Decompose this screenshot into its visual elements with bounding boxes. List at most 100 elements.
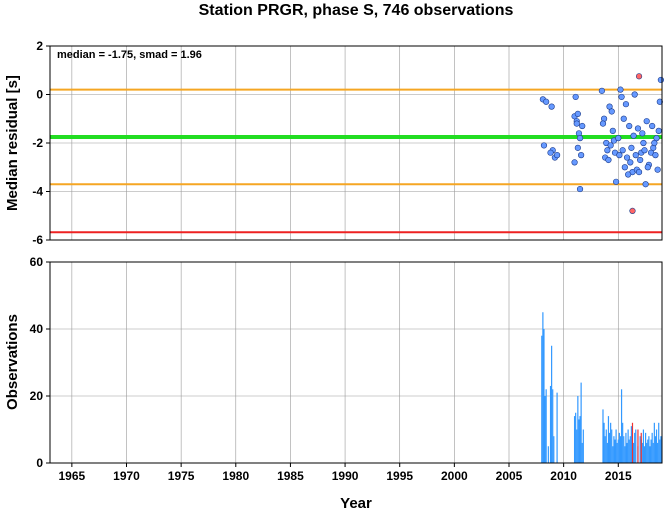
observation-bar [615,429,617,463]
observation-bar [627,429,629,463]
residual-y-tick-label: -2 [32,136,43,150]
residual-point [609,127,616,134]
observation-bar [577,396,579,463]
observation-bar [580,382,582,463]
observation-bar [655,429,658,463]
residual-point [653,135,660,142]
observation-bar [543,329,545,463]
observation-bar [624,446,626,463]
observation-bar [553,436,555,463]
x-tick-label: 2005 [496,469,523,483]
observation-bar [549,385,552,463]
residual-point [543,98,550,105]
observation-bar [620,389,623,463]
observation-bar [606,442,608,463]
residual-point [579,122,586,130]
observation-bar [547,446,549,463]
observation-bar [658,422,660,463]
observations-y-ticks: 60 40 20 0 [30,255,50,470]
observation-bar [634,432,636,463]
residual-point [618,93,625,101]
residual-point [615,135,622,142]
x-tick-label: 1985 [277,469,304,483]
residual-point [643,118,650,125]
observation-bar [645,432,647,463]
observation-bar [613,436,615,463]
observation-bar [611,429,613,463]
observations-y-tick-label: 60 [30,255,44,269]
observation-bar [541,335,543,463]
observation-bar [648,436,650,463]
observation-bar [551,345,553,463]
residual-point [639,130,646,137]
observation-bar [552,389,554,463]
observation-bar [639,436,641,463]
residual-point [578,152,585,159]
observation-bar [579,416,581,463]
x-tick-label: 2000 [441,469,468,483]
observations-y-tick-label: 0 [36,456,43,470]
median-annotation: median = -1.75, smad = 1.96 [57,49,202,61]
residual-y-tick-label: 0 [36,88,43,102]
x-tick-label: 1980 [222,469,249,483]
residual-point [654,166,661,173]
observation-bar [607,416,610,463]
observation-bar [618,432,620,463]
residual-point [629,207,636,214]
x-tick-label: 1965 [59,469,86,483]
observation-bar [542,312,544,463]
x-tick-label: 1990 [332,469,359,483]
observations-y-tick-label: 20 [30,389,44,403]
observation-bar [544,396,546,463]
observation-bar [649,446,651,463]
residual-point [572,93,579,101]
observation-bar [578,419,580,463]
observation-bar [556,392,558,463]
x-tick-label: 1975 [168,469,195,483]
observation-bar [641,442,643,463]
residual-reference-lines [50,88,662,234]
residual-point [635,169,643,176]
residual-y-ticks: 2 0 -2 -4 -6 [32,39,50,247]
residual-point [576,135,584,142]
residual-y-axis-label: Median residual [s] [4,75,21,211]
residual-point [576,185,584,193]
observations-x-ticks: 1965 1970 1975 1980 1985 1990 1995 2000 2005 2010… [59,463,632,483]
residual-point [553,152,561,159]
observation-bar [581,442,583,463]
residual-point [617,86,624,93]
observation-bar [650,439,652,463]
observation-bar [647,439,649,463]
residual-point [626,122,633,130]
residual-point [641,147,648,154]
observation-bar [575,412,577,463]
residual-point [649,122,656,130]
observation-bar [616,442,618,463]
residual-point [656,98,663,105]
observation-bar [653,422,655,463]
observation-bar [619,436,622,463]
observation-bar [545,389,547,463]
residual-point [619,147,626,154]
observation-bar [608,432,611,463]
observation-bar [629,436,631,463]
residual-points [539,73,665,214]
residual-point [642,181,649,188]
observations-plot-area [50,262,662,463]
residual-point [574,110,581,117]
observation-bar [628,439,630,463]
observation-bar [657,442,659,463]
residual-point [607,142,614,149]
observation-bar [640,432,642,463]
residual-point [620,115,627,122]
observations-plot-frame [49,261,663,464]
observation-bar [605,429,607,463]
residual-point [548,103,555,110]
observation-bar [617,439,619,463]
residual-point [604,147,611,154]
residual-point [599,120,607,127]
observation-bar [604,436,606,463]
observation-bar [635,429,637,463]
observation-bar [573,416,576,463]
residual-point [608,108,615,115]
